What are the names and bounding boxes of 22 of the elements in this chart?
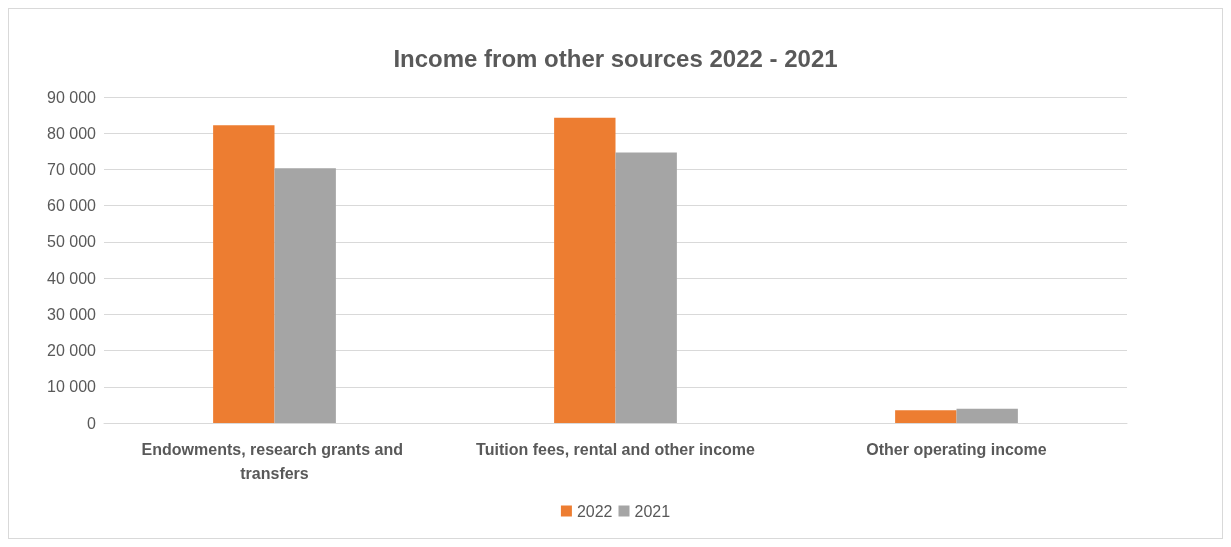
bar: [213, 125, 275, 423]
y-tick-label: 30 000: [47, 305, 97, 323]
y-tick-label: 90 000: [47, 88, 97, 106]
y-tick-label: 20 000: [47, 342, 97, 360]
y-tick-label: 50 000: [47, 233, 97, 251]
y-tick-label: 60 000: [47, 197, 97, 215]
x-tick-label: Endowments, research grants and transfers: [141, 440, 408, 482]
x-tick-label: Other operating income: [866, 440, 1047, 458]
y-tick-label: 40 000: [47, 269, 97, 287]
x-tick-label: Tuition fees, rental and other income: [476, 440, 756, 458]
bar: [895, 410, 957, 423]
legend-label: 2022: [576, 502, 613, 520]
y-tick-label: 0: [87, 414, 97, 432]
y-tick-label: 80 000: [47, 124, 97, 142]
y-tick-label: 70 000: [47, 160, 97, 178]
chart-title: Income from other sources 2022 - 2021: [393, 44, 838, 72]
y-tick-label: 10 000: [47, 378, 97, 396]
legend-label: 2021: [634, 502, 671, 520]
bar: [956, 408, 1018, 423]
bar: [554, 117, 616, 423]
bar: [615, 152, 677, 423]
bar: [274, 168, 336, 423]
